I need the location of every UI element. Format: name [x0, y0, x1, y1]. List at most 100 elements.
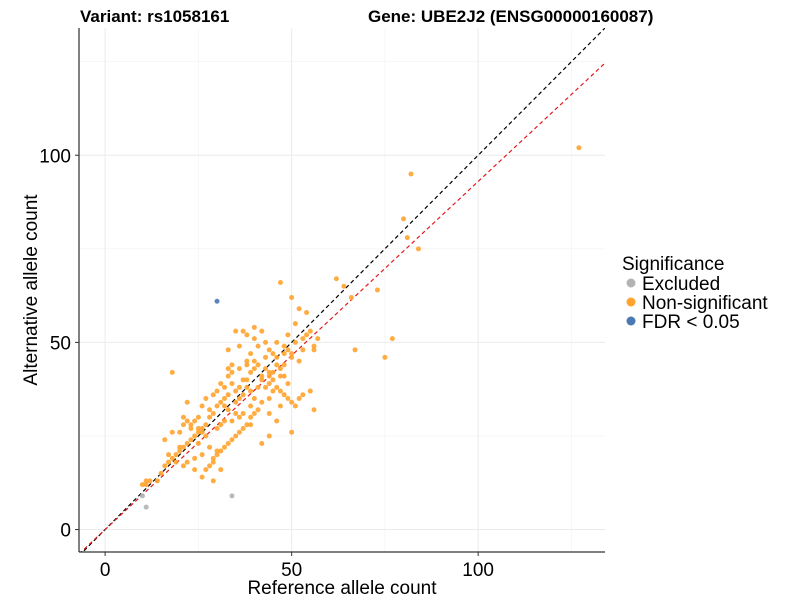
legend-key — [626, 278, 636, 288]
data-point — [166, 452, 172, 458]
data-point — [251, 411, 257, 417]
data-point — [285, 381, 291, 387]
data-point — [251, 336, 257, 342]
data-point — [304, 309, 310, 315]
x-tick-label: 100 — [462, 560, 494, 581]
data-point — [296, 396, 302, 402]
data-point — [143, 504, 149, 510]
data-point — [218, 399, 224, 405]
data-point — [192, 467, 198, 473]
data-point — [199, 429, 205, 435]
data-point — [177, 444, 183, 450]
data-point — [180, 422, 186, 428]
data-point — [233, 433, 239, 439]
data-point — [143, 482, 149, 488]
data-point — [277, 280, 283, 286]
data-point — [401, 216, 407, 222]
data-point — [169, 455, 175, 461]
data-point — [236, 396, 242, 402]
x-tick-label: 0 — [100, 560, 111, 581]
data-point — [218, 422, 224, 428]
data-point — [225, 366, 231, 372]
data-point — [188, 422, 194, 428]
data-point — [315, 336, 321, 342]
data-point — [192, 455, 198, 461]
data-point — [248, 388, 254, 394]
data-point — [289, 294, 295, 300]
data-point — [199, 452, 205, 458]
data-point — [307, 388, 313, 394]
data-point — [274, 354, 280, 360]
data-point — [158, 470, 164, 476]
data-point — [184, 440, 190, 446]
data-point — [277, 388, 283, 394]
x-tick-label: 50 — [281, 560, 302, 581]
data-point — [266, 347, 272, 353]
data-point — [236, 343, 242, 349]
data-point — [277, 366, 283, 372]
data-point — [281, 362, 287, 368]
data-point — [166, 459, 172, 465]
data-point — [274, 384, 280, 390]
data-point — [382, 354, 388, 360]
data-point — [207, 444, 213, 450]
chart-title-gene: Gene: UBE2J2 (ENSG00000160087) — [368, 7, 653, 26]
data-point — [180, 463, 186, 469]
data-point — [352, 347, 358, 353]
data-point — [180, 444, 186, 450]
data-point — [184, 399, 190, 405]
data-point — [289, 351, 295, 357]
data-point — [404, 235, 410, 241]
data-point — [169, 369, 175, 375]
data-point — [333, 276, 339, 282]
data-point — [207, 414, 213, 420]
data-point — [177, 448, 183, 454]
data-point — [304, 332, 310, 338]
data-point — [218, 448, 224, 454]
data-point — [248, 403, 254, 409]
legend-key — [626, 297, 636, 307]
data-point — [199, 474, 205, 480]
data-point — [184, 418, 190, 424]
data-point — [221, 384, 227, 390]
data-point — [255, 384, 261, 390]
data-point — [251, 366, 257, 372]
data-point — [341, 283, 347, 289]
data-point — [210, 459, 216, 465]
y-tick-label: 0 — [60, 521, 71, 542]
data-point — [251, 324, 257, 330]
data-point — [255, 362, 261, 368]
data-point — [218, 467, 224, 473]
data-point — [244, 377, 250, 383]
data-point — [221, 418, 227, 424]
data-point — [259, 399, 265, 405]
data-point — [139, 493, 145, 499]
data-point — [195, 440, 201, 446]
legend-label: Excluded — [642, 274, 720, 295]
data-point — [244, 358, 250, 364]
data-point — [408, 171, 414, 177]
data-point — [266, 369, 272, 375]
data-point — [195, 425, 201, 431]
data-point — [259, 328, 265, 334]
data-point — [192, 418, 198, 424]
data-point — [229, 493, 235, 499]
data-point — [259, 440, 265, 446]
data-point — [214, 298, 220, 304]
data-point — [195, 429, 201, 435]
data-point — [210, 392, 216, 398]
data-point — [281, 351, 287, 357]
data-point — [285, 347, 291, 353]
data-point — [214, 425, 220, 431]
data-point — [173, 452, 179, 458]
data-point — [229, 418, 235, 424]
data-point — [240, 377, 246, 383]
data-point — [192, 433, 198, 439]
y-axis-title: Alternative allele count — [21, 194, 42, 386]
data-point — [270, 388, 276, 394]
data-point — [292, 339, 298, 345]
data-point — [296, 306, 302, 312]
data-point — [274, 339, 280, 345]
data-point — [240, 392, 246, 398]
data-point — [255, 407, 261, 413]
